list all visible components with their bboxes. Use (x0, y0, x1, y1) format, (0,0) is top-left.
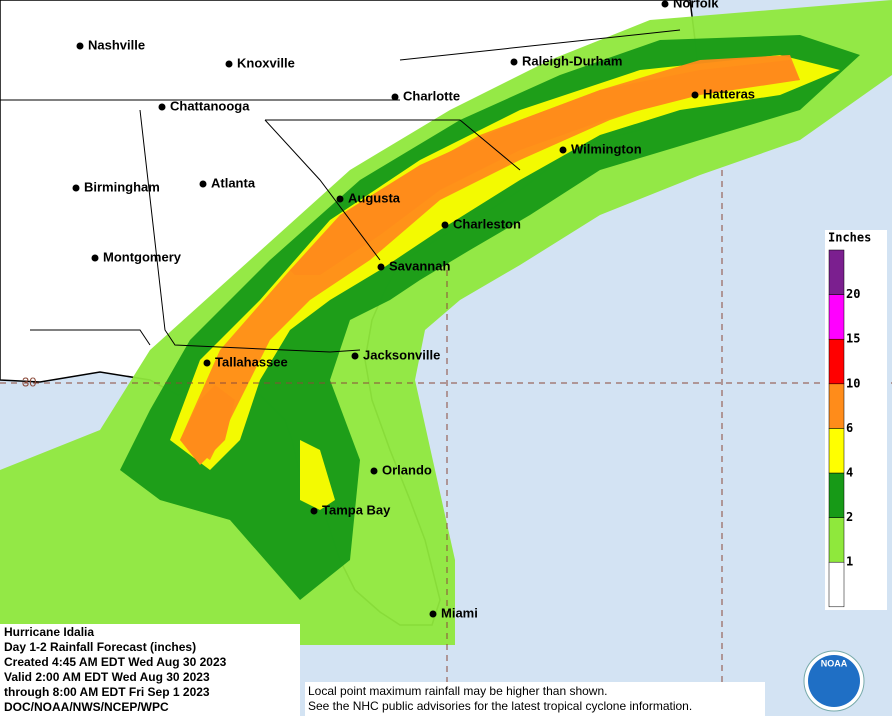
rain-band (300, 440, 335, 510)
city-dot (158, 103, 166, 111)
info-box (0, 624, 300, 716)
info-line: through 8:00 AM EDT Fri Sep 1 2023 (4, 685, 210, 699)
city-dot (199, 180, 207, 188)
city-label: Hatteras (703, 86, 755, 101)
city-dot (336, 195, 344, 203)
legend-tick-label: 1 (846, 555, 853, 569)
legend-swatch (828, 338, 845, 385)
info-line: Valid 2:00 AM EDT Wed Aug 30 2023 (4, 670, 210, 684)
city-label: Miami (441, 605, 478, 620)
rain-band (180, 385, 235, 465)
city-label: Charlotte (403, 88, 460, 103)
city-dot (72, 184, 80, 192)
legend-swatch (828, 561, 845, 608)
latitude-label: 30 (22, 374, 36, 389)
city-label: Knoxville (237, 55, 295, 70)
city-dot (377, 263, 385, 271)
city-label: Tampa Bay (322, 502, 391, 517)
rain-band (290, 60, 800, 275)
city-label: Atlanta (211, 175, 256, 190)
city-label: Augusta (348, 190, 401, 205)
city-label: Wilmington (571, 141, 642, 156)
city-dot (91, 254, 99, 262)
legend-tick-label: 2 (846, 510, 853, 524)
info-line: Day 1-2 Rainfall Forecast (inches) (4, 640, 196, 654)
legend-swatch (828, 517, 845, 563)
legend-swatch (828, 472, 845, 518)
legend-swatch (828, 383, 845, 429)
logo (808, 655, 860, 707)
disclaimer-box (305, 682, 765, 716)
legend-swatch (828, 294, 845, 340)
legend-swatch (828, 428, 845, 474)
state-borders (0, 29, 681, 353)
disclaimer-line: Local point maximum rainfall may be high… (308, 684, 607, 698)
city-label: Birmingham (84, 179, 160, 194)
legend-tick-label: 10 (846, 376, 860, 390)
city-dot (429, 610, 437, 618)
city-label: Tallahassee (215, 354, 288, 369)
city-dot (510, 58, 518, 66)
city-label: Norfolk (673, 0, 719, 10)
city-dot (691, 91, 699, 99)
city-dot (559, 146, 567, 154)
logo-text: NOAA (821, 658, 848, 668)
city-dot (441, 221, 449, 229)
city-dot (225, 60, 233, 68)
legend-tick-label: 4 (846, 466, 853, 480)
legend-tick-label: 6 (846, 421, 853, 435)
city-dot (203, 359, 211, 367)
city-label: Charleston (453, 216, 521, 231)
city-dot (661, 0, 669, 8)
city-label: Savannah (389, 258, 450, 273)
city-label: Montgomery (103, 249, 182, 264)
legend-title: Inches (828, 231, 871, 245)
city-label: Chattanooga (170, 98, 250, 113)
city-dot (370, 467, 378, 475)
legend-tick-label: 20 (846, 287, 860, 301)
info-line: DOC/NOAA/NWS/NCEP/WPC (4, 700, 169, 714)
info-line: Hurricane Idalia (4, 625, 94, 639)
city-label: Raleigh-Durham (522, 53, 622, 68)
city-dot (391, 93, 399, 101)
city-label: Jacksonville (363, 347, 440, 362)
disclaimer-line: See the NHC public advisories for the la… (308, 699, 692, 713)
rain-bands (0, 0, 892, 645)
legend-swatch (828, 249, 845, 295)
info-line: Created 4:45 AM EDT Wed Aug 30 2023 (4, 655, 227, 669)
city-label: Orlando (382, 462, 432, 477)
city-dot (310, 507, 318, 515)
city-label: Nashville (88, 37, 145, 52)
city-dot (351, 352, 359, 360)
city-dot (76, 42, 84, 50)
legend-tick-label: 15 (846, 332, 860, 346)
